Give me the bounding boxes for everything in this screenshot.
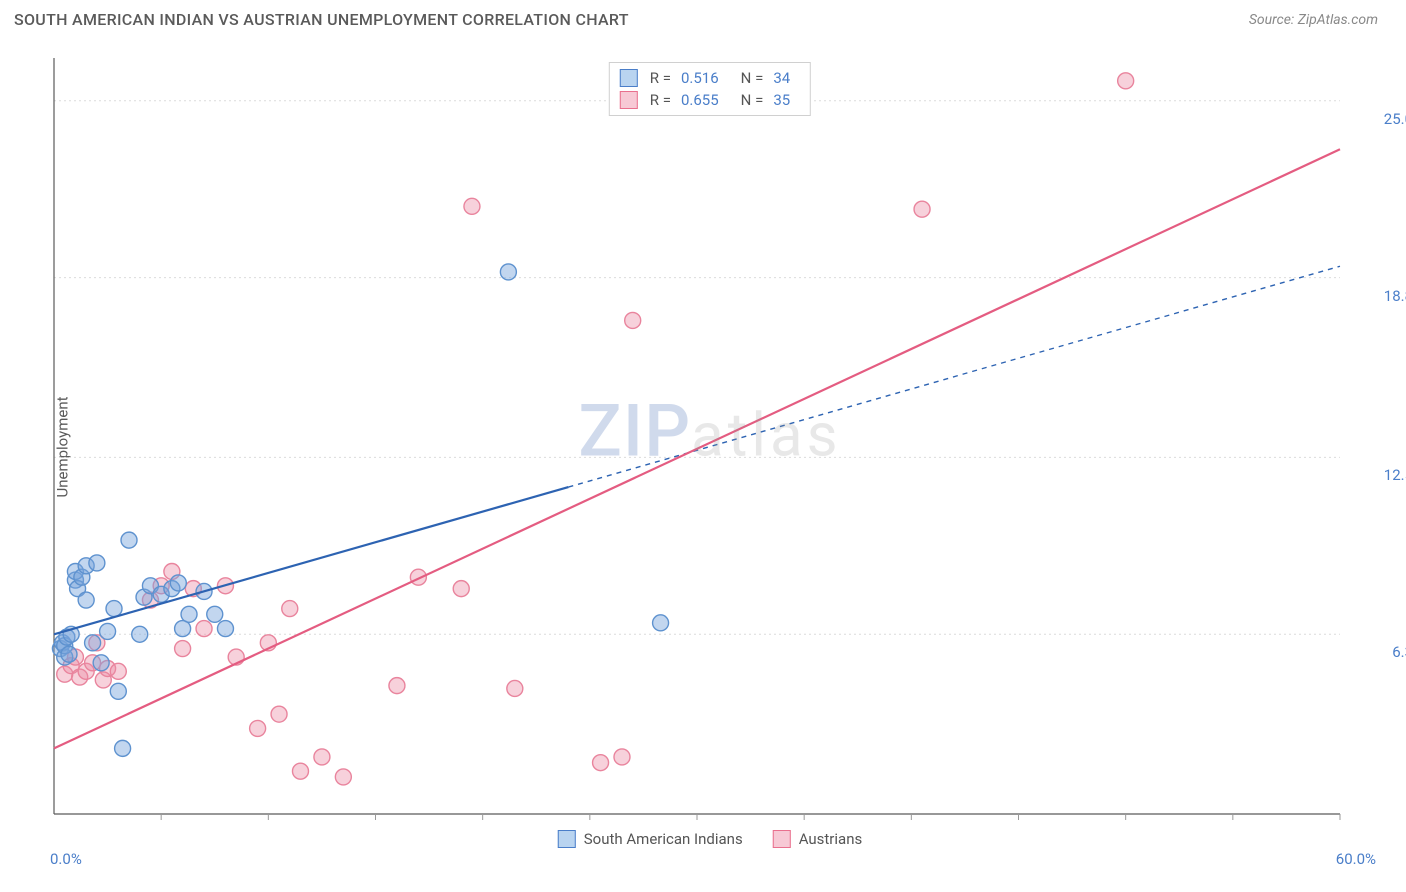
legend-swatch <box>558 830 576 848</box>
legend-stat-row: R = 0.655 N = 35 <box>620 89 800 111</box>
legend-swatch <box>620 69 638 87</box>
n-label: N = <box>741 91 764 109</box>
legend-series-label: South American Indians <box>584 830 743 848</box>
legend-swatch <box>773 830 791 848</box>
source-attribution: Source: ZipAtlas.com <box>1249 12 1378 28</box>
r-label: R = <box>650 69 671 87</box>
legend-series: South American Indians Austrians <box>558 830 862 848</box>
scatter-plot <box>50 48 1370 846</box>
x-axis-min-label: 0.0% <box>50 850 82 868</box>
legend-series-item: Austrians <box>773 830 863 848</box>
legend-series-item: South American Indians <box>558 830 743 848</box>
legend-stat-row: R = 0.516 N = 34 <box>620 67 800 89</box>
r-label: R = <box>650 91 671 109</box>
legend-swatch <box>620 91 638 109</box>
y-axis-tick-label: 12.5% <box>1384 466 1406 484</box>
y-axis-tick-label: 18.8% <box>1384 287 1406 305</box>
y-axis-tick-label: 25.0% <box>1384 110 1406 128</box>
legend-stats-box: R = 0.516 N = 34 R = 0.655 N = 35 <box>609 62 811 116</box>
n-value: 34 <box>773 69 790 87</box>
legend-series-label: Austrians <box>799 830 863 848</box>
r-value: 0.655 <box>681 91 719 109</box>
chart-area: Unemployment ZIPatlas R = 0.516 N = 34 R… <box>50 48 1370 846</box>
chart-title: SOUTH AMERICAN INDIAN VS AUSTRIAN UNEMPL… <box>14 10 629 29</box>
y-axis-tick-label: 6.3% <box>1392 643 1406 661</box>
x-axis-max-label: 60.0% <box>1336 850 1376 868</box>
n-label: N = <box>741 69 764 87</box>
r-value: 0.516 <box>681 69 719 87</box>
n-value: 35 <box>773 91 790 109</box>
